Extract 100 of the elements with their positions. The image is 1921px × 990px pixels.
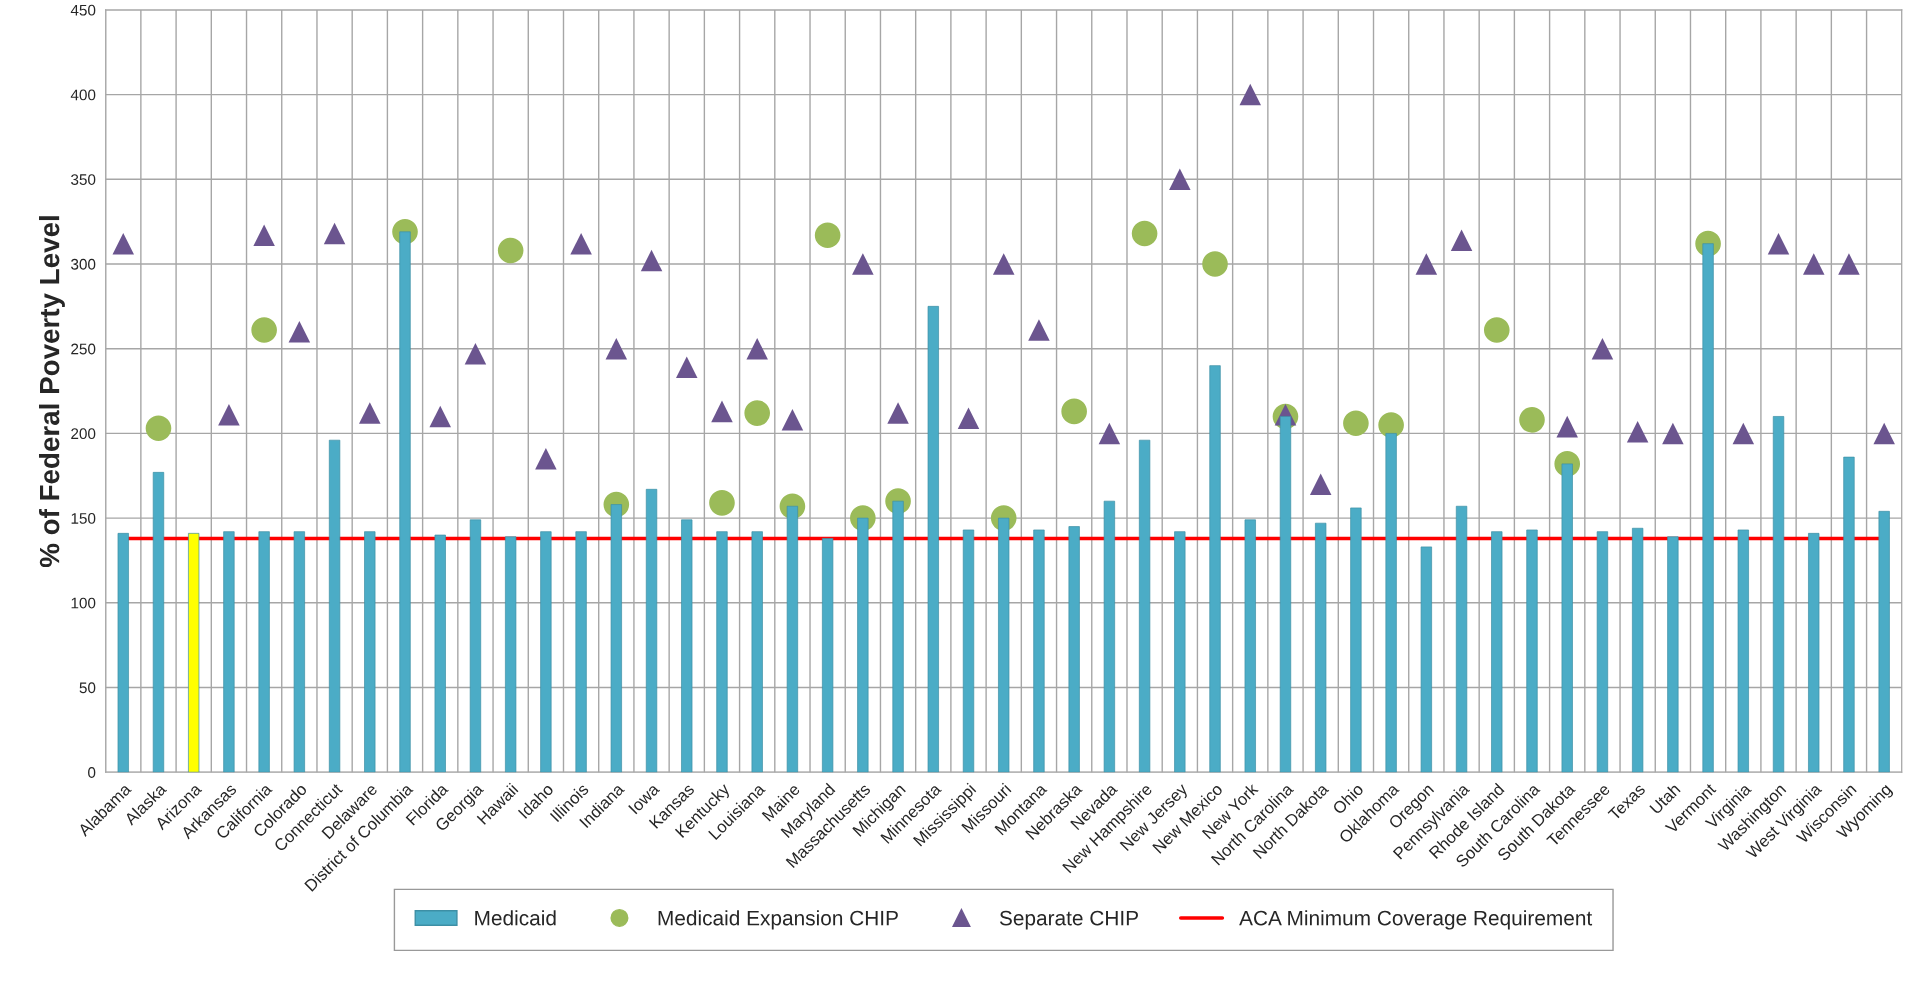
y-tick-label: 0 [88, 767, 96, 778]
bar [892, 500, 904, 773]
point [570, 232, 592, 255]
y-tick-label: 300 [71, 258, 96, 270]
bar [681, 519, 693, 773]
bar [1103, 500, 1116, 773]
point [145, 415, 172, 442]
bar [645, 488, 658, 773]
point [464, 343, 487, 365]
point [711, 400, 733, 423]
bar [1174, 531, 1186, 773]
point [1415, 253, 1438, 275]
point [1767, 232, 1790, 255]
bar [1737, 529, 1749, 773]
point [640, 249, 663, 272]
bar [364, 531, 376, 773]
point [1343, 410, 1369, 437]
point [814, 222, 841, 249]
legend-label: ACA Minimum Coverage Requirement [1239, 910, 1593, 930]
point [1591, 337, 1614, 360]
point [1309, 473, 1332, 495]
point [1873, 422, 1895, 445]
point [709, 490, 735, 516]
point [1202, 251, 1228, 277]
bar [575, 531, 587, 773]
bar [1385, 433, 1397, 773]
bar [1632, 527, 1644, 773]
bar [1244, 519, 1256, 773]
bar [1526, 529, 1538, 773]
point [1061, 398, 1087, 425]
bar [117, 533, 129, 773]
point [251, 317, 277, 343]
bar [1772, 416, 1785, 773]
y-tick-label: 400 [70, 89, 96, 101]
point [1169, 168, 1191, 191]
legend-label: Medicaid [475, 910, 556, 926]
legend-label: Medicaid Expansion CHIP [658, 910, 898, 930]
y-axis-title: % of Federal Poverty Level [39, 216, 65, 568]
point [112, 232, 135, 255]
point [992, 253, 1015, 275]
y-tick-label: 150 [71, 512, 96, 524]
bar [328, 439, 341, 773]
bar [610, 504, 622, 773]
point [429, 405, 451, 428]
bar [1843, 456, 1855, 773]
y-tick-label: 50 [79, 682, 96, 694]
bar [716, 531, 728, 773]
bar [1350, 507, 1362, 773]
bar [927, 306, 939, 773]
bar [258, 531, 270, 773]
point [781, 409, 804, 431]
point [605, 337, 628, 360]
bar [1033, 529, 1045, 773]
bar [1068, 526, 1080, 773]
y-tick-label: 200 [71, 428, 96, 440]
bar [293, 531, 305, 773]
point [253, 224, 275, 246]
point [887, 402, 909, 424]
bar [857, 517, 869, 773]
y-tick-label: 350 [71, 174, 96, 185]
bar [1455, 505, 1468, 773]
bar [469, 519, 482, 773]
bar [223, 531, 235, 773]
bar [1667, 536, 1679, 773]
point [218, 404, 240, 426]
y-tick-label: 450 [70, 4, 96, 16]
bar [1491, 531, 1503, 773]
y-tick-label: 250 [71, 343, 96, 355]
bar [152, 472, 165, 773]
bar [505, 536, 517, 773]
bar [540, 531, 552, 773]
point [497, 237, 524, 264]
bar [786, 505, 799, 773]
bar [1702, 243, 1714, 773]
bar [1878, 510, 1890, 773]
bar [751, 531, 763, 773]
point [1450, 229, 1473, 252]
point [744, 400, 770, 426]
point [1131, 220, 1158, 247]
bar [998, 517, 1010, 773]
point [1239, 83, 1262, 106]
point [359, 402, 381, 424]
point [1732, 422, 1755, 445]
point [957, 407, 980, 429]
point [746, 337, 768, 360]
point [1802, 253, 1825, 275]
point [676, 356, 698, 379]
point [1626, 420, 1649, 443]
bar [188, 533, 200, 773]
legend-label: Separate CHIP [999, 910, 1138, 930]
point [852, 253, 874, 275]
bar [822, 538, 834, 773]
point [1519, 407, 1545, 433]
bar [1138, 439, 1151, 773]
bar [1315, 522, 1327, 773]
bar [1561, 463, 1573, 773]
point [288, 321, 311, 343]
bar [1209, 365, 1221, 773]
point [323, 222, 346, 245]
point [1028, 319, 1050, 341]
